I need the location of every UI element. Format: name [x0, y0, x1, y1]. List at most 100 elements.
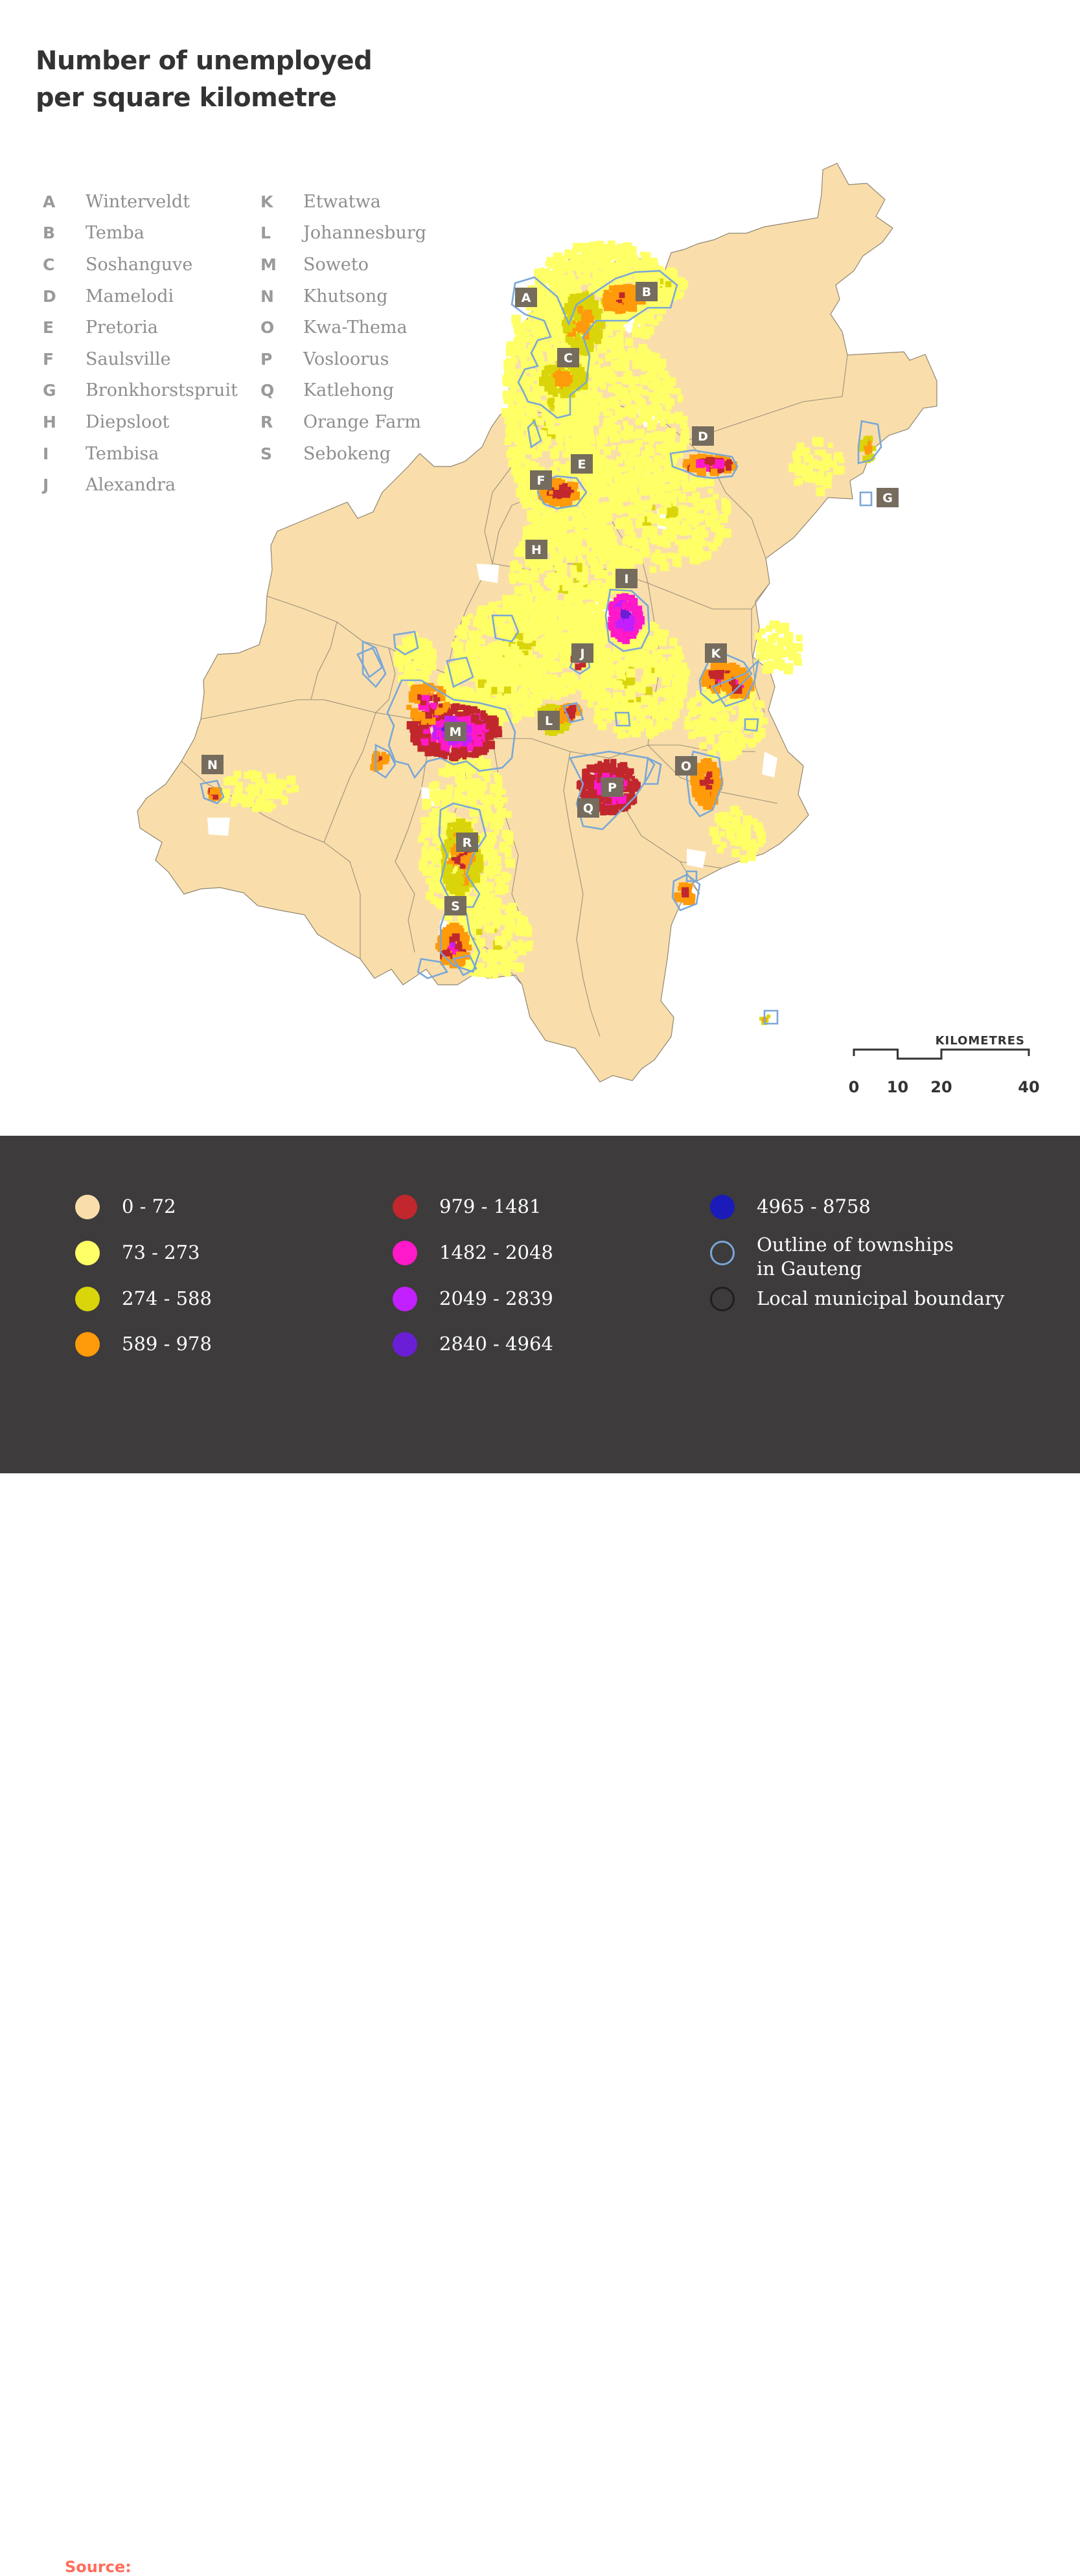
density-cell [672, 678, 678, 684]
density-cell [654, 358, 662, 365]
density-cell [431, 781, 440, 789]
density-cell [519, 541, 524, 546]
density-cell [633, 481, 639, 487]
density-cell [431, 877, 440, 885]
density-cell [542, 276, 550, 283]
density-cell [561, 675, 567, 682]
density-cell [586, 445, 596, 455]
density-cell [713, 494, 719, 500]
density-cell [528, 428, 534, 435]
density-cell [684, 722, 692, 730]
density-cell [588, 557, 596, 565]
density-cell [642, 319, 647, 325]
density-cell [560, 635, 568, 643]
density-cell [620, 265, 628, 273]
density-cell [511, 423, 518, 430]
density-cell [555, 288, 562, 294]
density-cell [526, 593, 533, 601]
density-cell [699, 742, 707, 750]
density-cell [709, 826, 719, 836]
density-cell [652, 268, 657, 273]
density-cell [665, 493, 673, 500]
density-cell [587, 702, 593, 708]
density-cell [484, 925, 491, 932]
density-cell [510, 561, 518, 570]
density-cell [616, 323, 623, 330]
density-cell [744, 709, 750, 715]
density-cell [580, 615, 590, 625]
density-cell [658, 476, 665, 484]
density-cell [612, 548, 618, 555]
density-cell [557, 418, 563, 424]
density-cell [558, 562, 568, 572]
density-cell [634, 555, 643, 564]
density-cell [699, 514, 706, 520]
density-cell [662, 540, 671, 548]
density-cell [642, 272, 650, 280]
place-key-i: I Tembisa [43, 438, 238, 470]
density-cell [615, 703, 626, 713]
density-cell [656, 444, 665, 453]
density-cell [579, 357, 586, 364]
density-cell [573, 439, 582, 448]
density-cell [641, 695, 651, 705]
density-cell [624, 525, 634, 535]
density-cell [505, 873, 512, 880]
density-cell [549, 352, 557, 360]
density-cell [630, 255, 639, 263]
density-cell [584, 422, 592, 430]
density-cell [527, 600, 533, 606]
density-cell [654, 295, 661, 303]
density-cell [665, 501, 672, 508]
density-cell [687, 482, 696, 492]
density-cell [608, 474, 614, 479]
density-cell [533, 463, 539, 468]
density-cell [593, 518, 600, 523]
density-cell [623, 420, 628, 426]
density-cell [610, 323, 619, 331]
density-cell [579, 253, 586, 260]
density-cell [619, 696, 627, 703]
density-cell [589, 251, 595, 258]
density-cell [735, 811, 741, 817]
density-cell [611, 266, 620, 276]
density-cell [639, 352, 649, 362]
place-key-r: R Orange Farm [260, 406, 426, 438]
density-cell [514, 586, 522, 595]
density-cell [619, 430, 628, 438]
density-cell [575, 287, 581, 293]
density-cell [796, 477, 803, 485]
density-cell [696, 547, 704, 554]
density-cell [569, 622, 575, 628]
density-cell [402, 638, 407, 643]
density-cell [504, 676, 509, 681]
density-cell [655, 705, 661, 711]
density-cell [569, 533, 574, 538]
density-cell [652, 319, 659, 326]
density-cell [531, 566, 538, 573]
density-cell [626, 398, 632, 404]
density-cell [597, 613, 606, 623]
density-cell [503, 631, 511, 639]
density-cell [719, 722, 724, 727]
density-cell [537, 369, 544, 375]
density-cell [558, 295, 566, 303]
density-cell [649, 438, 655, 444]
density-cell [632, 457, 639, 464]
density-cell [577, 425, 585, 433]
density-cell [479, 705, 485, 711]
density-cell [458, 625, 465, 632]
density-cell [588, 499, 595, 506]
density-cell [626, 669, 636, 678]
density-cell [419, 656, 426, 663]
density-cell [616, 509, 623, 516]
density-cell [522, 569, 529, 576]
density-cell [647, 314, 654, 321]
density-cell [400, 667, 404, 672]
density-cell [520, 341, 527, 348]
density-cell [501, 797, 508, 803]
density-cell [541, 305, 549, 312]
density-cell [594, 573, 600, 579]
density-cell [270, 779, 279, 788]
place-key-letter: S [260, 444, 273, 463]
